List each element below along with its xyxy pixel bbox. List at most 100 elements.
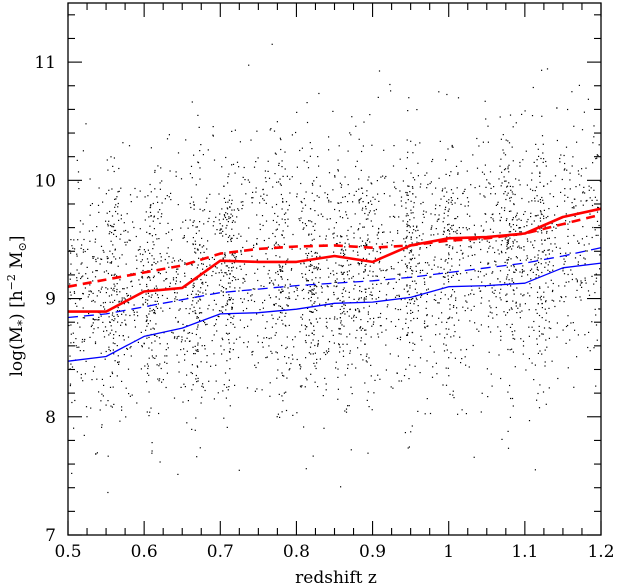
scatter-point [190, 293, 193, 295]
scatter-point [180, 386, 182, 388]
scatter-point [216, 267, 218, 269]
scatter-point [200, 287, 202, 289]
scatter-point [92, 332, 94, 334]
scatter-point [440, 198, 442, 200]
scatter-point [82, 380, 84, 382]
scatter-point [148, 295, 150, 297]
scatter-point [274, 212, 276, 215]
scatter-point [378, 262, 380, 264]
scatter-point [333, 251, 335, 253]
scatter-point [363, 298, 365, 300]
scatter-point [153, 312, 155, 314]
scatter-point [186, 337, 188, 339]
scatter-point [556, 139, 558, 142]
scatter-point [377, 237, 379, 240]
scatter-point [101, 393, 103, 395]
scatter-point [507, 241, 509, 243]
scatter-point [587, 346, 589, 349]
y-tick-label: 7 [45, 526, 56, 546]
scatter-point [302, 228, 304, 230]
scatter-point [197, 264, 199, 266]
scatter-point [592, 162, 594, 164]
scatter-point [413, 202, 415, 204]
scatter-point [585, 167, 587, 169]
scatter-point [335, 367, 337, 369]
scatter-point [256, 242, 258, 245]
y-axis-label: log(M*) [h−2 M⊙] [5, 235, 29, 376]
scatter-point [155, 263, 157, 265]
scatter-point [431, 376, 434, 378]
scatter-point [339, 182, 341, 184]
scatter-point [406, 334, 409, 336]
scatter-point [451, 265, 453, 267]
scatter-point [217, 392, 219, 394]
scatter-point [278, 264, 280, 266]
scatter-point [193, 353, 195, 355]
scatter-point [282, 230, 284, 232]
scatter-point [149, 310, 151, 312]
scatter-point [347, 201, 349, 203]
scatter-point [282, 198, 284, 200]
scatter-point [202, 383, 204, 385]
scatter-point [242, 201, 244, 203]
scatter-point [310, 244, 312, 246]
scatter-point [409, 219, 411, 221]
scatter-point [358, 202, 360, 204]
scatter-point [410, 200, 412, 202]
scatter-point [536, 312, 538, 314]
scatter-point [547, 286, 549, 288]
scatter-point [396, 337, 399, 339]
scatter-point [440, 258, 442, 260]
scatter-point [421, 339, 423, 341]
scatter-point [408, 97, 410, 99]
scatter-point [279, 178, 281, 180]
scatter-point [365, 218, 367, 220]
scatter-point [344, 242, 346, 244]
scatter-point [372, 250, 374, 252]
scatter-point [337, 388, 339, 390]
scatter-point [299, 331, 301, 333]
scatter-point [413, 217, 415, 219]
scatter-point [309, 310, 311, 312]
scatter-point [429, 412, 432, 415]
scatter-point [129, 314, 131, 317]
scatter-point [277, 413, 279, 415]
scatter-point [100, 245, 103, 247]
scatter-point [385, 175, 387, 178]
scatter-point [157, 201, 159, 203]
scatter-point [200, 252, 202, 254]
scatter-point [114, 273, 116, 275]
scatter-point [495, 204, 497, 206]
x-tick-label: 0.9 [359, 542, 386, 562]
scatter-point [367, 202, 369, 204]
scatter-point [338, 264, 340, 266]
scatter-point [152, 327, 154, 329]
scatter-point [149, 320, 151, 322]
scatter-point [448, 252, 450, 254]
scatter-point [89, 284, 91, 286]
scatter-point [510, 285, 512, 287]
scatter-point [223, 349, 225, 351]
scatter-point [225, 332, 228, 334]
scatter-point [247, 300, 249, 302]
scatter-point [372, 248, 375, 250]
scatter-point [435, 334, 437, 336]
scatter-point [134, 319, 136, 321]
scatter-point [282, 201, 284, 203]
scatter-point [357, 229, 359, 231]
scatter-point [125, 314, 127, 316]
scatter-point [111, 225, 113, 227]
scatter-point [308, 319, 311, 321]
scatter-point [88, 290, 90, 292]
scatter-point [539, 199, 541, 201]
scatter-point [358, 138, 360, 140]
scatter-point [449, 233, 451, 235]
scatter-point [506, 266, 508, 268]
scatter-point [511, 146, 513, 148]
scatter-point [326, 259, 328, 261]
scatter-point [448, 254, 450, 256]
scatter-point [100, 352, 102, 354]
scatter-point [192, 286, 194, 289]
scatter-point [313, 329, 315, 332]
scatter-point [282, 175, 284, 177]
